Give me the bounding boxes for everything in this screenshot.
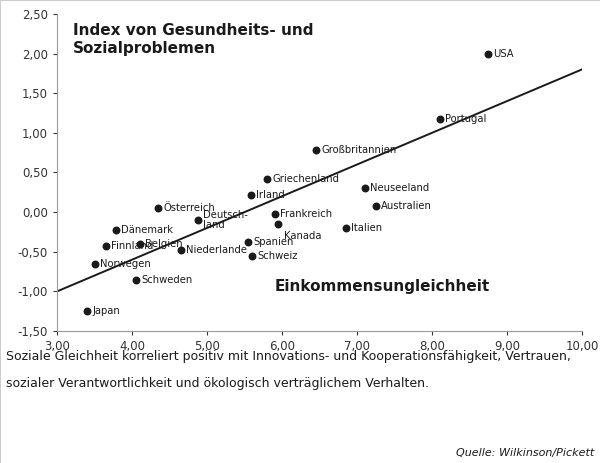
Point [82,307,92,315]
Text: Norwegen: Norwegen [100,259,151,269]
Point [244,238,253,246]
Text: Frankreich: Frankreich [280,209,332,219]
Text: Japan: Japan [92,306,120,316]
Text: Neuseeland: Neuseeland [370,183,429,194]
Text: Italien: Italien [351,223,382,233]
Text: Soziale Gleichheit korreliert positiv mit Innovations- und Kooperationsfähigkeit: Soziale Gleichheit korreliert positiv mi… [6,350,571,363]
Text: Portugal: Portugal [445,113,486,124]
Point [270,211,280,218]
Text: Dänemark: Dänemark [121,225,173,235]
Point [311,147,320,154]
Point [341,224,350,232]
Text: Deutsch-
land: Deutsch- land [203,210,248,231]
Text: sozialer Verantwortlichkeit und ökologisch verträglichem Verhalten.: sozialer Verantwortlichkeit und ökologis… [6,377,429,390]
Point [274,220,283,228]
Text: USA: USA [493,49,514,58]
Text: Irland: Irland [256,190,284,200]
Point [131,276,140,283]
Text: Schweden: Schweden [141,275,192,284]
Point [360,185,370,192]
Text: Niederlande: Niederlande [186,245,247,255]
Point [371,202,380,209]
Point [176,246,185,254]
Text: Australien: Australien [381,201,432,211]
Point [134,240,145,248]
Text: Großbritannien: Großbritannien [321,145,396,155]
Text: Spanien: Spanien [254,237,294,247]
Text: Index von Gesundheits- und
Sozialproblemen: Index von Gesundheits- und Sozialproblem… [73,24,313,56]
Point [154,205,163,212]
Point [90,260,100,267]
Point [110,227,120,234]
Text: Österreich: Österreich [163,203,215,213]
Text: Belgien: Belgien [145,239,182,249]
Text: Griechenland: Griechenland [272,174,339,184]
Point [484,50,493,57]
Point [246,191,256,198]
Text: Finnland: Finnland [111,241,154,251]
Point [262,175,272,182]
Text: Einkommensungleichheit: Einkommensungleichheit [275,279,490,294]
Point [247,252,257,259]
Point [101,243,110,250]
Point [193,216,203,224]
Text: Kanada: Kanada [284,231,321,241]
Point [434,115,444,122]
Text: Schweiz: Schweiz [257,251,298,261]
Text: Quelle: Wilkinson/Pickett: Quelle: Wilkinson/Pickett [456,448,594,458]
